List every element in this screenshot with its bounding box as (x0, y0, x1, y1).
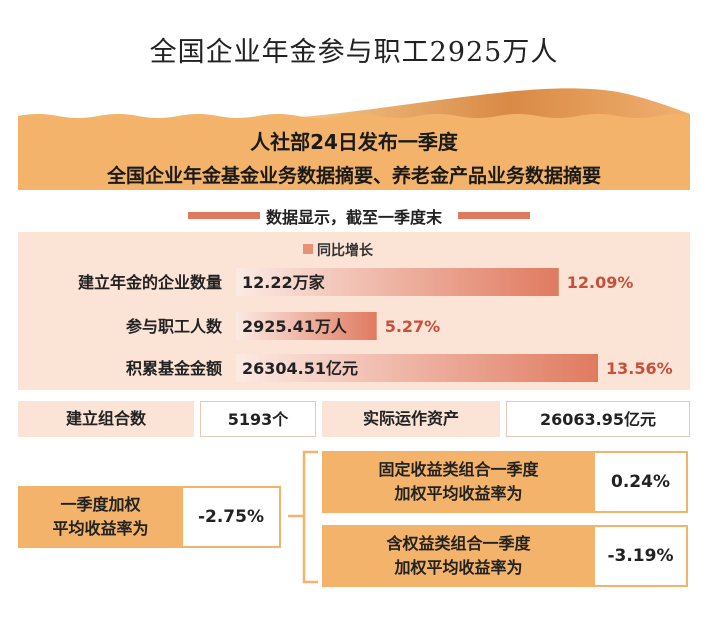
overall-yield-value: -2.75% (181, 486, 281, 548)
overall-yield-label-line2: 平均收益率为 (52, 519, 149, 538)
banner-line-2: 全国企业年金基金业务数据摘要、养老金产品业务数据摘要 (106, 165, 601, 187)
stat-value-portfolio-count: 5193个 (200, 401, 316, 437)
equity-yield-label: 含权益类组合一季度 加权平均收益率为 (322, 525, 595, 587)
section-heading: 数据显示，截至一季度末 (0, 204, 708, 227)
equity-yield-value: -3.19% (593, 525, 688, 587)
bar-total-label: 2925.41万人 (242, 317, 348, 336)
overall-yield-label: 一季度加权 平均收益率为 (18, 486, 183, 548)
category-label: 积累基金金额 (126, 359, 222, 378)
page-title: 全国企业年金参与职工2925万人 (149, 37, 559, 68)
stat-value-operating-assets: 26063.95亿元 (506, 401, 690, 437)
overall-yield-label-line1: 一季度加权 (60, 495, 141, 514)
fixed-yield-label-line1: 固定收益类组合一季度 (378, 460, 539, 479)
headline-banner: 人社部24日发布一季度 全国企业年金基金业务数据摘要、养老金产品业务数据摘要 (18, 118, 690, 190)
heading-bar-right (458, 212, 530, 219)
category-label: 建立年金的企业数量 (78, 273, 222, 292)
growth-value-label: 5.27% (385, 317, 441, 336)
stat-label-operating-assets: 实际运作资产 (322, 401, 500, 437)
growth-value-label: 13.56% (606, 359, 673, 378)
fixed-yield-value: 0.24% (593, 451, 688, 513)
equity-yield-label-line2: 加权平均收益率为 (394, 558, 523, 577)
fixed-yield-label: 固定收益类组合一季度 加权平均收益率为 (322, 451, 595, 513)
growth-bar (236, 312, 377, 340)
bar-total-label: 12.22万家 (242, 273, 326, 292)
stat-label-portfolio-count: 建立组合数 (18, 401, 194, 437)
fixed-yield-label-line2: 加权平均收益率为 (394, 484, 523, 503)
legend-label: 同比增长 (317, 243, 373, 259)
stats-row: 建立组合数 5193个 实际运作资产 26063.95亿元 (18, 401, 690, 437)
banner-line-1: 人社部24日发布一季度 (250, 130, 458, 154)
legend-swatch (303, 244, 313, 254)
equity-yield-label-line1: 含权益类组合一季度 (386, 534, 531, 553)
growth-bar (236, 354, 598, 382)
growth-value-label: 12.09% (567, 273, 634, 292)
growth-bar (236, 268, 559, 296)
section-heading-text: 数据显示，截至一季度末 (265, 208, 442, 227)
bar-total-label: 26304.51亿元 (242, 359, 358, 378)
heading-bar-left (188, 212, 260, 219)
category-label: 参与职工人数 (126, 317, 223, 336)
